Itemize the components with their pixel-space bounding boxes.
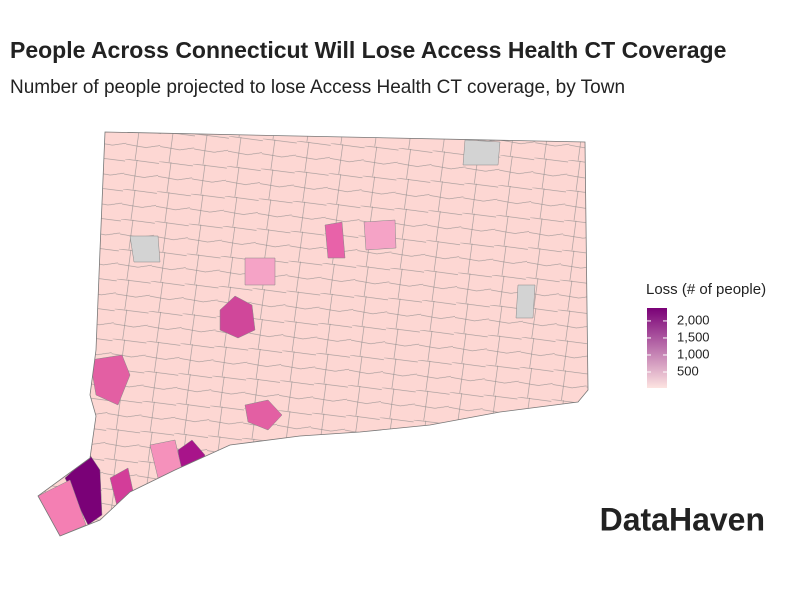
legend-tick-label: 1,000: [677, 346, 710, 361]
legend-title: Loss (# of people): [646, 281, 766, 298]
subtitle: Number of people projected to lose Acces…: [10, 77, 625, 98]
map: [38, 132, 588, 536]
legend-colorbar: [647, 308, 667, 388]
legend-tick-label: 1,500: [677, 329, 710, 344]
town-nodata: [462, 139, 501, 166]
legend-tick-label: 2,000: [677, 312, 710, 327]
town: [219, 295, 256, 339]
town: [324, 221, 346, 259]
legend-tick-label: 500: [677, 363, 699, 378]
town: [89, 354, 131, 406]
town: [244, 399, 283, 431]
town: [244, 257, 276, 286]
town: [363, 219, 397, 251]
brand: DataHaven: [600, 501, 765, 537]
town-nodata: [129, 235, 161, 263]
town-nodata: [515, 284, 536, 319]
title: People Across Connecticut Will Lose Acce…: [10, 37, 726, 63]
